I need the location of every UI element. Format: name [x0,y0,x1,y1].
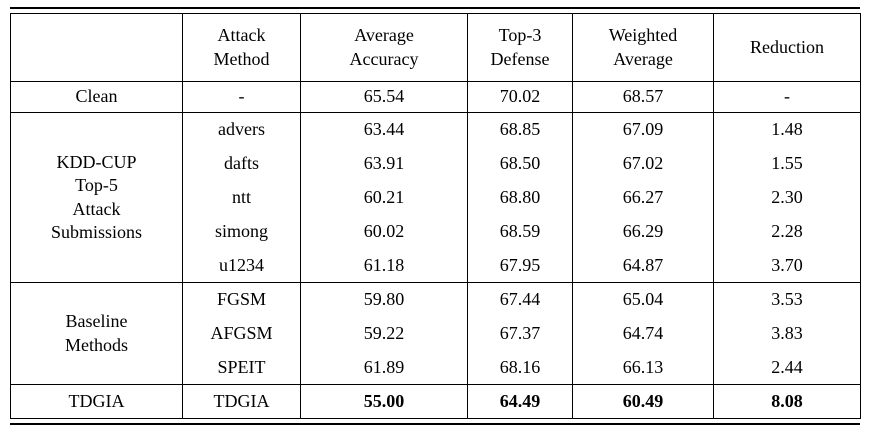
cell-dafts-weighted-average: 67.02 [572,146,714,181]
cell-advers-method: advers [182,112,301,147]
cell-afgsm-reduction: 3.83 [713,316,861,351]
cell-tdgia-label: TDGIA [10,384,183,419]
cell-advers-reduction: 1.48 [713,112,861,147]
cell-advers-top3-defense: 68.85 [467,112,573,147]
row-kdd-ntt: ntt 60.21 68.80 66.27 2.30 [11,180,861,215]
cell-simong-weighted-average: 66.29 [572,214,714,249]
cell-clean-weighted-average: 68.57 [572,81,714,113]
cell-u1234-reduction: 3.70 [713,248,861,283]
row-kdd-advers: KDD-CUP Top-5 Attack Submissions advers … [10,112,861,283]
row-tdgia: TDGIA TDGIA 55.00 64.49 60.49 8.08 [10,384,861,419]
header-row: Attack Method Average Accuracy Top-3 Def… [10,13,861,82]
row-kdd-simong: simong 60.02 68.59 66.29 2.28 [11,214,861,249]
cell-clean-top3-defense: 70.02 [467,81,573,113]
top-double-rule [10,7,860,9]
cell-advers-weighted-average: 67.09 [572,112,714,147]
cell-ntt-top3-defense: 68.80 [467,180,573,215]
group-label-baseline: Baseline Methods [10,282,183,385]
cell-ntt-average-accuracy: 60.21 [300,180,468,215]
cell-afgsm-top3-defense: 67.37 [467,316,573,351]
row-clean: Clean - 65.54 70.02 68.57 - [10,81,861,113]
row-kdd-u1234: u1234 61.18 67.95 64.87 3.70 [11,248,861,283]
cell-simong-average-accuracy: 60.02 [300,214,468,249]
header-attack-method: Attack Method [182,13,301,82]
cell-u1234-method: u1234 [182,248,301,283]
cell-speit-top3-defense: 68.16 [467,350,573,385]
header-top3-defense: Top-3 Defense [467,13,573,82]
cell-tdgia-method: TDGIA [182,384,301,419]
cell-speit-average-accuracy: 61.89 [300,350,468,385]
cell-fgsm-weighted-average: 65.04 [572,282,714,317]
cell-dafts-top3-defense: 68.50 [467,146,573,181]
cell-fgsm-top3-defense: 67.44 [467,282,573,317]
cell-dafts-method: dafts [182,146,301,181]
cell-speit-weighted-average: 66.13 [572,350,714,385]
row-baseline-speit: SPEIT 61.89 68.16 66.13 2.44 [11,350,861,385]
cell-fgsm-reduction: 3.53 [713,282,861,317]
cell-simong-method: simong [182,214,301,249]
cell-simong-top3-defense: 68.59 [467,214,573,249]
cell-fgsm-method: FGSM [182,282,301,317]
cell-clean-label: Clean [10,81,183,113]
header-average-accuracy: Average Accuracy [300,13,468,82]
group-label-kdd: KDD-CUP Top-5 Attack Submissions [10,112,183,283]
cell-advers-average-accuracy: 63.44 [300,112,468,147]
cell-dafts-reduction: 1.55 [713,146,861,181]
cell-afgsm-average-accuracy: 59.22 [300,316,468,351]
header-reduction: Reduction [713,13,861,82]
row-kdd-dafts: dafts 63.91 68.50 67.02 1.55 [11,146,861,181]
cell-fgsm-average-accuracy: 59.80 [300,282,468,317]
cell-afgsm-weighted-average: 64.74 [572,316,714,351]
cell-ntt-method: ntt [182,180,301,215]
cell-tdgia-reduction: 8.08 [713,384,861,419]
cell-ntt-weighted-average: 66.27 [572,180,714,215]
cell-speit-reduction: 2.44 [713,350,861,385]
cell-u1234-top3-defense: 67.95 [467,248,573,283]
cell-simong-reduction: 2.28 [713,214,861,249]
row-baseline-fgsm: Baseline Methods FGSM 59.80 67.44 65.04 … [10,282,861,385]
row-baseline-afgsm: AFGSM 59.22 67.37 64.74 3.83 [11,316,861,351]
cell-speit-method: SPEIT [182,350,301,385]
bottom-double-rule [10,423,860,425]
cell-clean-average-accuracy: 65.54 [300,81,468,113]
cell-afgsm-method: AFGSM [182,316,301,351]
cell-dafts-average-accuracy: 63.91 [300,146,468,181]
header-empty-cell [10,13,183,82]
cell-tdgia-weighted-average: 60.49 [572,384,714,419]
cell-u1234-weighted-average: 64.87 [572,248,714,283]
cell-tdgia-top3-defense: 64.49 [467,384,573,419]
results-table: Attack Method Average Accuracy Top-3 Def… [10,13,861,419]
cell-ntt-reduction: 2.30 [713,180,861,215]
header-weighted-average: Weighted Average [572,13,714,82]
cell-clean-method: - [182,81,301,113]
cell-clean-reduction: - [713,81,861,113]
cell-tdgia-average-accuracy: 55.00 [300,384,468,419]
cell-u1234-average-accuracy: 61.18 [300,248,468,283]
